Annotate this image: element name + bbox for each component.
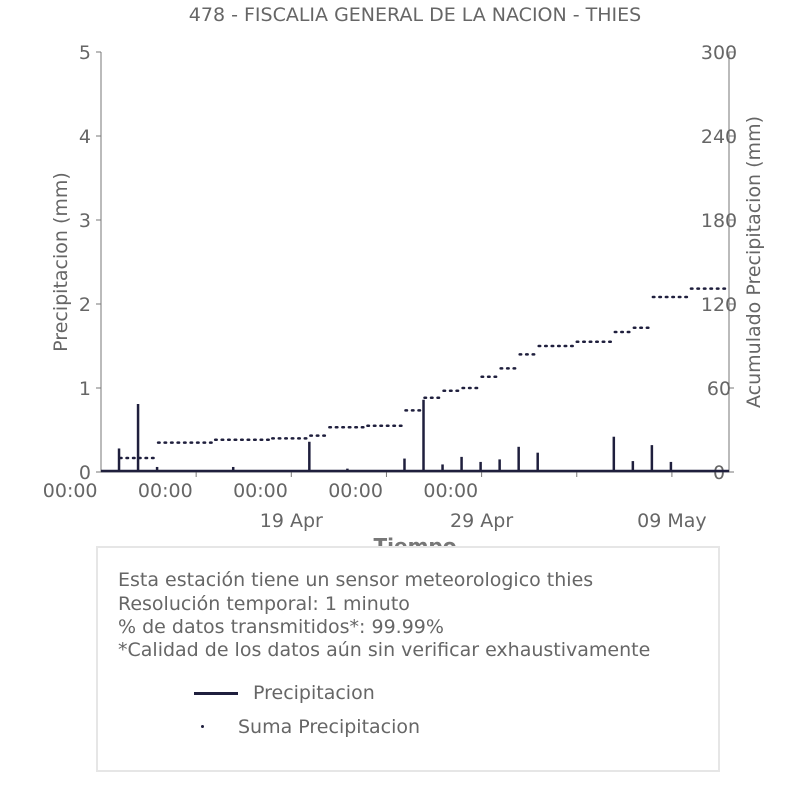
y-tick-label: 1 <box>79 378 91 400</box>
x-tick-label-date: 09 May <box>637 510 707 532</box>
y2-tick-label: 0 <box>713 462 725 484</box>
y2-tick-label: 240 <box>701 126 737 148</box>
y-tick-label: 3 <box>79 210 91 232</box>
info-quality-note: *Calidad de los datos aún sin verificar … <box>118 639 651 661</box>
info-box: Esta estación tiene un sensor meteorolog… <box>96 546 720 772</box>
x-tick-label-time: 00:00 <box>138 480 193 502</box>
y2-tick-label: 60 <box>707 378 731 400</box>
legend-label-precipitacion: Precipitacion <box>253 682 375 704</box>
plot-area: 0 1 2 3 4 5 0 60 120 180 240 300 00:00 00:00 00:00 00:0… <box>43 42 737 532</box>
x-tick-label-date: 29 Apr <box>450 510 513 532</box>
legend-line-swatch <box>194 692 238 695</box>
y-axis-label: Precipitacion (mm) <box>50 172 72 352</box>
y2-axis-label: Acumulado Precipitacion (mm) <box>743 116 765 408</box>
info-sensor-text: Esta estación tiene un sensor meteorolog… <box>118 569 594 591</box>
legend-dot-swatch <box>201 725 204 728</box>
info-transmitted-text: % de datos transmitidos*: 99.99% <box>118 616 444 638</box>
legend-label-suma: Suma Precipitacion <box>238 716 421 738</box>
y-tick-label: 0 <box>79 462 91 484</box>
y2-tick-label: 120 <box>701 294 737 316</box>
info-resolution-text: Resolución temporal: 1 minuto <box>118 593 410 615</box>
y2-tick-label: 300 <box>701 42 737 64</box>
y-tick-label: 5 <box>79 42 91 64</box>
x-tick-label-date: 19 Apr <box>260 510 323 532</box>
x-tick-label-time: 00:00 <box>328 480 383 502</box>
y-tick-label: 2 <box>79 294 91 316</box>
x-tick-label-time: 00:00 <box>43 480 98 502</box>
y2-tick-label: 180 <box>701 210 737 232</box>
x-tick-label-time: 00:00 <box>423 480 478 502</box>
y-tick-label: 4 <box>79 126 91 148</box>
x-tick-label-time: 00:00 <box>233 480 288 502</box>
chart-title: 478 - FISCALIA GENERAL DE LA NACION - TH… <box>189 4 641 26</box>
